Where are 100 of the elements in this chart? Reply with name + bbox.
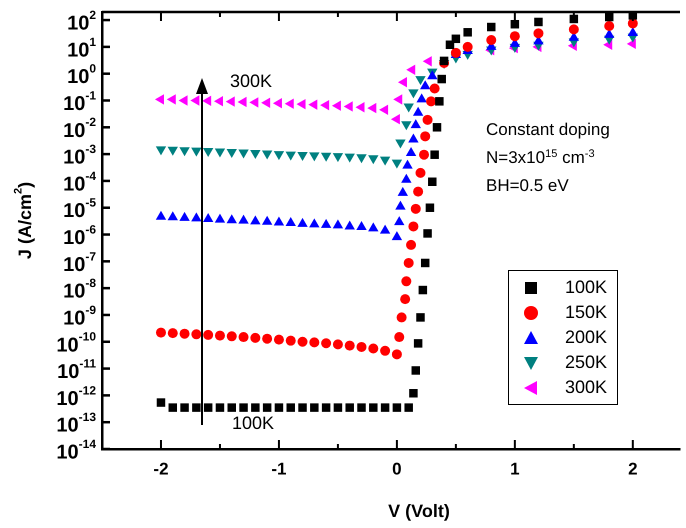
point: [216, 403, 224, 412]
point: [487, 22, 496, 32]
x-tick-label: -1: [271, 460, 287, 479]
point: [413, 186, 424, 197]
point: [178, 95, 188, 106]
point: [510, 31, 520, 42]
point: [238, 96, 247, 108]
point: [392, 403, 402, 412]
point: [534, 18, 543, 26]
annotation: N=3x10$^{15}$ cm$^{-3}$: [486, 147, 596, 169]
point: [356, 221, 367, 230]
point: [286, 336, 296, 346]
point: [168, 403, 178, 412]
point: [191, 329, 202, 340]
point: [286, 152, 296, 161]
point: [274, 334, 284, 345]
point: [367, 102, 376, 114]
point: [156, 398, 166, 407]
point: [404, 403, 413, 412]
point: [463, 28, 472, 37]
point: [533, 28, 544, 38]
point: [214, 148, 226, 158]
point: [446, 40, 454, 49]
point: [166, 94, 176, 105]
point: [180, 403, 189, 412]
legend-label: 250K: [565, 351, 608, 374]
point: [168, 328, 178, 338]
point: [250, 332, 260, 343]
point: [226, 96, 235, 107]
point: [380, 403, 390, 412]
point: [568, 24, 579, 34]
point: [412, 366, 420, 375]
point: [156, 328, 166, 338]
point: [426, 203, 434, 212]
x-tick-label: 2: [628, 460, 638, 479]
point: [423, 229, 432, 238]
point: [452, 34, 460, 44]
point: [428, 178, 437, 186]
point: [332, 100, 341, 111]
point: [380, 156, 390, 166]
point: [409, 389, 418, 398]
point: [356, 102, 365, 112]
point: [179, 147, 190, 156]
point: [272, 98, 282, 108]
point: [426, 96, 436, 106]
point: [404, 103, 414, 112]
point: [418, 286, 428, 294]
point: [401, 276, 412, 286]
legend-label: 300K: [565, 376, 608, 399]
point: [415, 168, 426, 178]
point: [190, 95, 200, 106]
point: [430, 84, 440, 94]
point: [393, 94, 402, 105]
point: [344, 340, 355, 351]
point: [462, 42, 473, 52]
point: [408, 89, 419, 98]
annotation: 100K: [232, 413, 274, 434]
point: [249, 97, 258, 108]
point: [395, 140, 406, 149]
point: [332, 153, 344, 162]
point: [261, 98, 270, 108]
point: [214, 96, 223, 106]
point: [414, 339, 422, 348]
point: [419, 150, 430, 160]
point: [238, 149, 249, 158]
point: [396, 312, 407, 322]
point: [202, 148, 214, 158]
point: [379, 104, 388, 115]
point: [156, 146, 166, 156]
point: [320, 152, 332, 162]
point: [239, 403, 248, 412]
point: [298, 403, 307, 412]
point: [154, 94, 164, 105]
point: [262, 150, 272, 160]
point: [408, 221, 418, 232]
point: [357, 403, 366, 412]
point: [191, 148, 202, 157]
point: [368, 344, 378, 354]
point: [168, 146, 178, 156]
annotation: Constant doping: [486, 119, 610, 141]
point: [309, 337, 320, 348]
point: [238, 332, 249, 342]
point: [296, 98, 306, 110]
point: [440, 56, 448, 66]
point: [320, 100, 330, 110]
point: [284, 98, 294, 109]
point: [604, 12, 614, 22]
x-tick-label: -2: [153, 460, 169, 479]
point: [401, 121, 412, 130]
legend-label: 150K: [565, 301, 608, 324]
point: [435, 97, 444, 106]
x-tick-label: 0: [392, 460, 402, 479]
point: [262, 403, 272, 412]
point: [344, 154, 355, 163]
point: [309, 152, 320, 162]
point: [368, 155, 379, 164]
point: [392, 349, 402, 360]
point: [394, 332, 404, 342]
point: [192, 403, 201, 412]
point: [422, 56, 432, 66]
